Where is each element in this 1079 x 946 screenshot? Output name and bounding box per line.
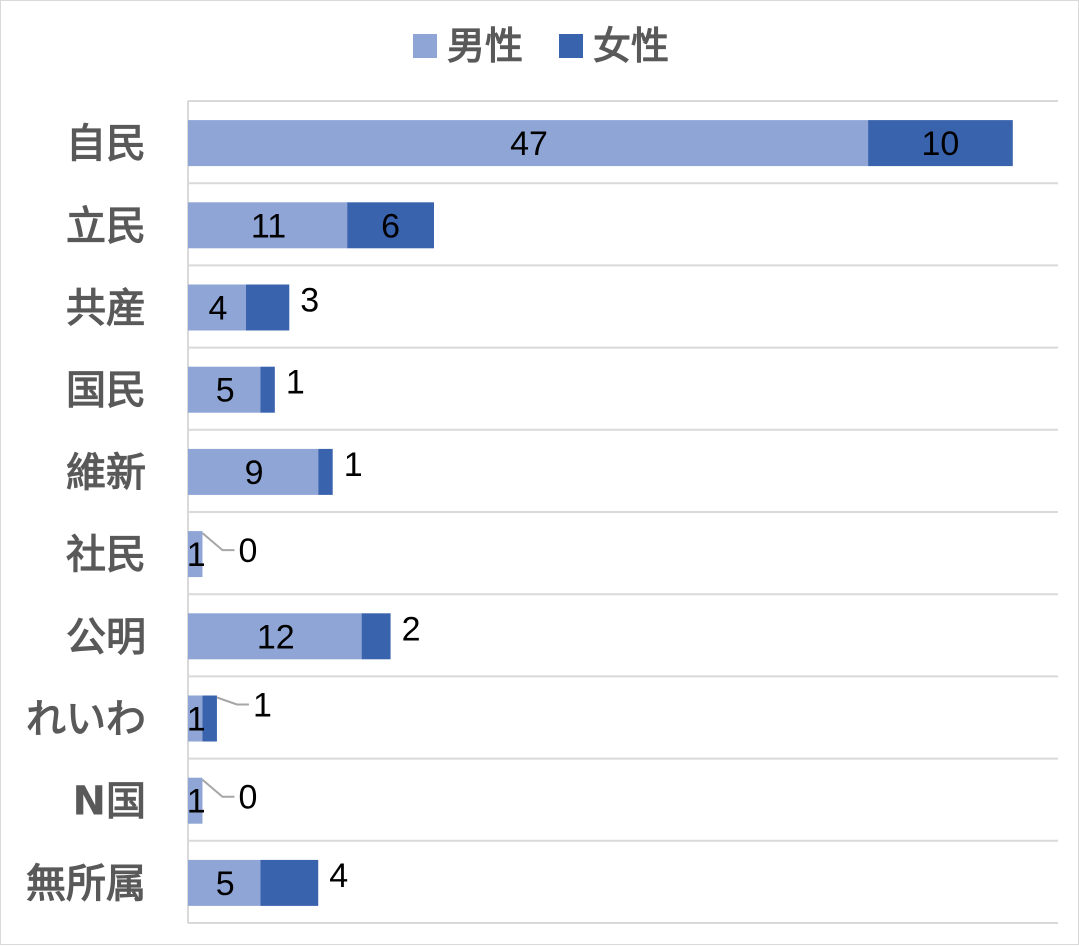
legend-label: 女性 [593,24,669,68]
data-label-male: 47 [510,125,548,163]
category-label: 公明 [66,614,146,660]
category-label: 維新 [66,450,146,496]
bar-segment-male [188,695,203,742]
leader-line [201,778,235,798]
bar-segment-male [188,284,246,331]
data-label-female: 4 [329,857,348,895]
data-label-female: 2 [402,610,421,648]
bar-segment-female [260,859,319,906]
leader-line [216,696,249,706]
data-label-female: 0 [238,779,257,817]
data-label-male: 1 [187,701,206,739]
legend-label: 男性 [447,24,523,68]
leader-line [201,532,235,552]
bar-segment-male [188,366,261,413]
data-label-female: 10 [922,125,960,163]
bar-segment-male [188,859,261,906]
data-label-female: 1 [344,446,363,484]
category-label: 社民 [66,532,146,578]
data-label-female: 3 [300,282,319,320]
data-label-male: 11 [251,207,286,245]
bar-segment-male [188,120,869,167]
category-label: N国 [73,779,146,825]
data-label-female: 6 [381,207,400,245]
data-label-male: 5 [216,372,235,410]
data-label-male: 5 [216,865,235,903]
bar-segment-male [188,448,319,495]
legend-swatch [559,34,583,58]
category-label: 共産 [66,286,146,332]
legend: 男性 女性 [413,24,669,68]
bar-segment-male [188,613,362,660]
bar-segment-female [347,202,434,249]
data-label-female: 1 [286,364,305,402]
bar-segment-female [361,613,391,660]
data-label-male: 4 [208,290,227,328]
data-label-male: 1 [187,536,206,574]
category-label: 国民 [66,368,146,414]
data-label-male: 1 [187,783,206,821]
bar-segment-female [202,695,217,742]
legend-swatch [413,34,437,58]
category-label: 無所属 [26,861,146,907]
bar-segment-male [188,202,348,249]
bars [188,120,1013,906]
bar-segment-female [318,448,333,495]
bar-segment-male [188,531,203,578]
bar-segment-female [260,366,275,413]
data-label-male: 12 [257,618,295,656]
data-label-female: 1 [253,687,272,725]
category-label: 自民 [66,121,146,167]
bar-segment-female [245,284,290,331]
data-label-male: 9 [245,454,264,492]
data-label-female: 0 [238,532,257,570]
category-label: れいわ [26,697,146,743]
bar-segment-male [188,777,203,824]
category-label: 立民 [66,203,146,249]
bar-segment-female [868,120,1013,167]
